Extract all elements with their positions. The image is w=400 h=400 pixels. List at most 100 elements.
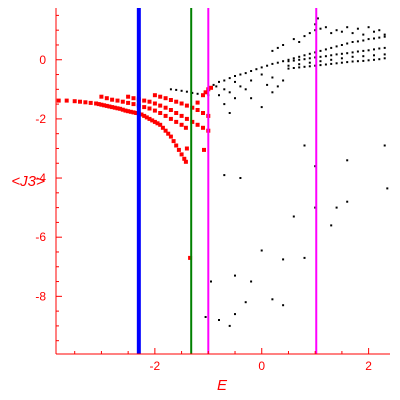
data-point: [303, 58, 306, 61]
data-point: [204, 316, 207, 318]
data-point: [298, 58, 301, 61]
data-point: [367, 49, 370, 52]
data-point: [260, 249, 263, 252]
data-point: [282, 258, 285, 261]
data-point: [351, 51, 354, 54]
y-tick-label: -6: [35, 230, 46, 244]
data-point: [266, 64, 269, 67]
data-point: [126, 109, 131, 114]
data-point: [271, 91, 274, 94]
data-point: [99, 94, 104, 99]
y-tick-label: 0: [39, 53, 46, 67]
data-point: [185, 90, 188, 93]
data-point: [120, 107, 125, 112]
data-point: [142, 105, 147, 110]
data-point: [340, 61, 343, 64]
data-point: [184, 116, 189, 121]
data-point: [168, 108, 173, 112]
data-point: [308, 65, 311, 68]
data-point: [131, 102, 136, 107]
data-point: [314, 64, 317, 67]
data-point: [271, 49, 274, 52]
data-point: [152, 101, 157, 106]
data-point: [356, 60, 359, 63]
data-point: [131, 96, 136, 101]
data-point: [319, 49, 322, 52]
data-point: [335, 45, 338, 48]
data-point: [72, 99, 77, 104]
data-point: [383, 35, 386, 38]
data-point: [282, 60, 285, 63]
data-point: [104, 103, 109, 108]
data-point: [314, 206, 317, 209]
data-point: [383, 46, 386, 49]
data-point: [378, 36, 381, 39]
x-tick-label: -2: [150, 359, 161, 373]
data-point: [234, 274, 236, 277]
data-point: [314, 29, 317, 32]
data-point: [201, 125, 205, 130]
data-point: [351, 32, 354, 35]
data-point: [367, 26, 370, 29]
data-point: [308, 32, 311, 35]
data-point: [330, 46, 333, 49]
data-point: [152, 119, 157, 124]
data-point: [190, 119, 195, 124]
data-point: [147, 116, 152, 121]
data-point: [314, 165, 317, 168]
data-point: [163, 113, 168, 118]
x-tick-label: 2: [365, 359, 372, 373]
data-point: [203, 90, 208, 95]
data-point: [298, 63, 301, 66]
data-point: [250, 97, 253, 100]
data-point: [174, 99, 179, 104]
data-point: [134, 111, 139, 115]
data-point: [340, 30, 343, 33]
data-point: [351, 41, 354, 43]
data-point: [287, 64, 290, 67]
y-tick-label: -4: [35, 171, 46, 185]
data-point: [378, 58, 381, 61]
data-point: [191, 91, 194, 94]
data-point: [239, 85, 242, 88]
data-point: [330, 54, 333, 57]
data-point: [179, 122, 184, 127]
data-point: [330, 224, 333, 227]
data-point: [356, 50, 359, 53]
data-point: [110, 105, 115, 110]
data-point: [215, 85, 218, 88]
data-point: [163, 96, 168, 101]
data-point: [383, 33, 386, 36]
data-point: [314, 51, 317, 54]
data-point: [330, 58, 333, 61]
data-point: [218, 80, 220, 83]
data-point: [362, 33, 365, 36]
data-point: [168, 134, 173, 139]
data-point: [64, 98, 69, 103]
data-point: [228, 324, 231, 327]
data-point: [314, 23, 317, 26]
data-point: [142, 113, 147, 118]
data-point: [160, 125, 165, 130]
data-point: [144, 115, 149, 120]
data-point: [373, 54, 375, 57]
data-point: [88, 100, 93, 105]
data-point: [104, 96, 109, 101]
data-point: [373, 30, 375, 33]
data-point: [147, 99, 152, 104]
data-point: [292, 67, 295, 69]
data-point: [152, 108, 157, 113]
data-point: [234, 75, 236, 77]
x-tick-label: 0: [258, 359, 265, 373]
data-point: [260, 106, 263, 109]
data-point: [126, 94, 131, 99]
data-point: [184, 146, 189, 151]
data-point: [362, 49, 365, 52]
data-point: [335, 206, 338, 209]
data-point: [335, 53, 338, 56]
data-point: [316, 17, 319, 20]
data-point: [303, 144, 306, 147]
data-point: [383, 144, 386, 147]
data-point: [346, 200, 349, 203]
